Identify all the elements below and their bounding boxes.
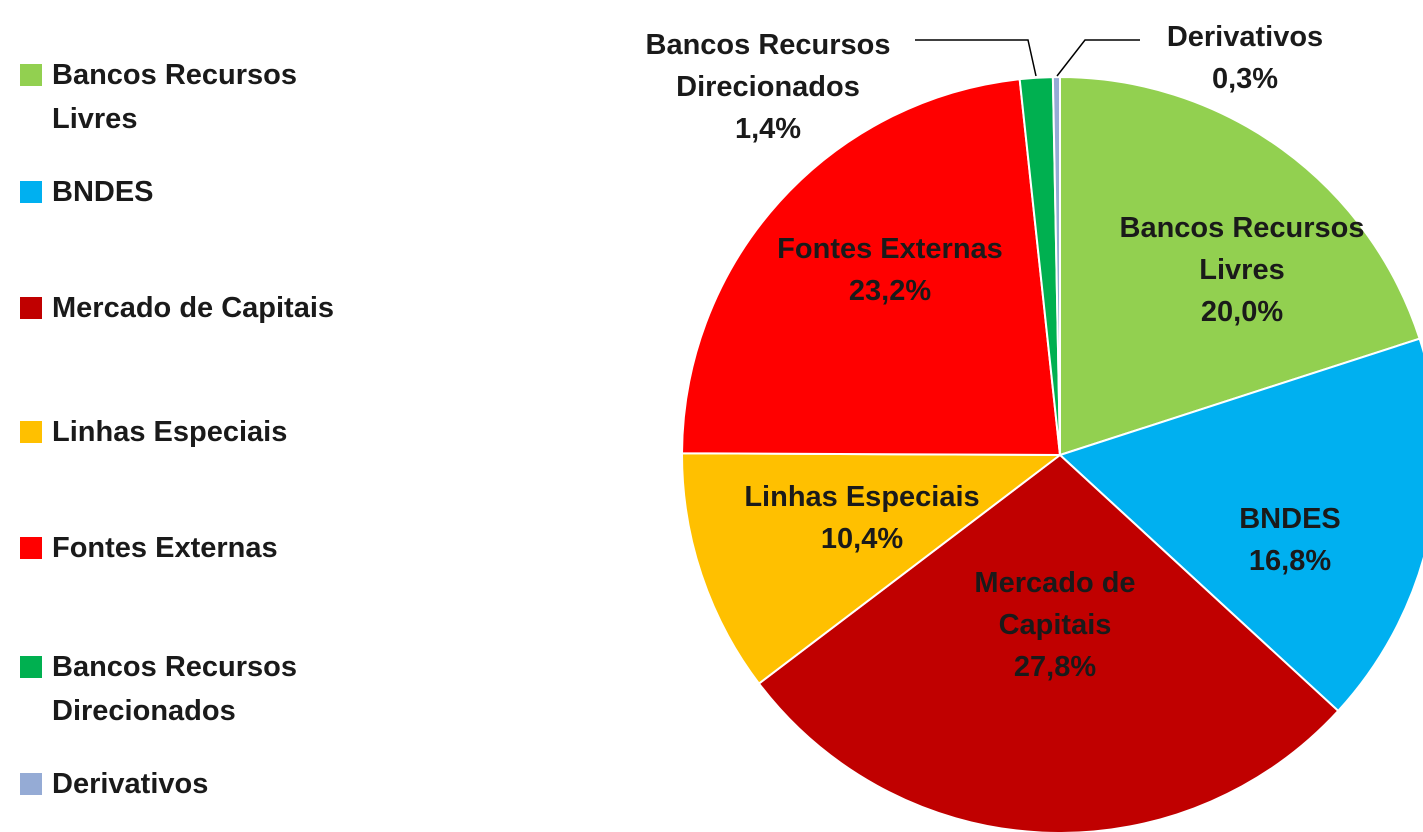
legend-swatch (20, 181, 42, 203)
data-label-name: Linhas Especiais (744, 481, 980, 513)
data-label-value: 23,2% (848, 275, 932, 307)
data-label-name: Derivativos (1166, 21, 1324, 53)
data-label-value: 0,3% (1211, 63, 1279, 95)
pie-slice (1058, 337, 1423, 713)
legend-entry: Derivativos (20, 767, 352, 806)
data-label: Bancos Recursos Livres 20,0% (1082, 207, 1402, 333)
data-label-value: 16,8% (1248, 545, 1332, 577)
legend-swatch (20, 297, 42, 319)
legend-entry: Bancos Recursos Livres (20, 58, 352, 141)
data-label-value: 10,4% (820, 523, 904, 555)
legend-entry: BNDES (20, 175, 352, 214)
data-label-value: 1,4% (734, 113, 802, 145)
pie-slice (1051, 75, 1061, 456)
legend-swatch (20, 656, 42, 678)
data-label-name: Bancos Recursos Livres (1119, 212, 1365, 286)
leader-line (915, 39, 1037, 77)
legend-label: Linhas Especiais (52, 416, 288, 448)
legend-swatch (20, 421, 42, 443)
data-label-value: 27,8% (1013, 651, 1097, 683)
legend-entry: Bancos Recursos Direcionados (20, 650, 352, 733)
legend-entry: Fontes Externas (20, 531, 352, 570)
pie-slice (680, 78, 1062, 457)
pie-slice (681, 452, 1063, 685)
legend-label: BNDES (52, 176, 154, 208)
legend-label: Fontes Externas (52, 532, 278, 564)
pie-slice (757, 453, 1340, 832)
data-label: Mercado de Capitais 27,8% (935, 562, 1175, 688)
legend-label: Derivativos (52, 768, 209, 800)
data-label-name: Mercado de Capitais (974, 567, 1136, 641)
legend-label: Mercado de Capitais (52, 292, 335, 324)
data-label: Derivativos 0,3% (1135, 16, 1355, 100)
data-label-name: Bancos Recursos Direcionados (645, 29, 891, 103)
data-label-value: 20,0% (1200, 296, 1284, 328)
pie (680, 75, 1423, 832)
pie-slice (1059, 75, 1421, 457)
legend-label: Bancos Recursos Direcionados (52, 651, 297, 727)
legend-entry: Linhas Especiais (20, 415, 352, 454)
leader-line (1056, 39, 1140, 77)
data-label: Bancos Recursos Direcionados 1,4% (638, 24, 898, 150)
data-label: Fontes Externas 23,2% (740, 228, 1040, 312)
data-label-name: BNDES (1239, 503, 1341, 535)
legend-label: Bancos Recursos Livres (52, 59, 297, 135)
data-label: Linhas Especiais 10,4% (712, 476, 1012, 560)
legend-swatch (20, 64, 42, 86)
data-label-name: Fontes Externas (777, 233, 1003, 265)
data-label: BNDES 16,8% (1190, 498, 1390, 582)
legend-swatch (20, 537, 42, 559)
legend-swatch (20, 773, 42, 795)
legend-entry: Mercado de Capitais (20, 291, 352, 330)
